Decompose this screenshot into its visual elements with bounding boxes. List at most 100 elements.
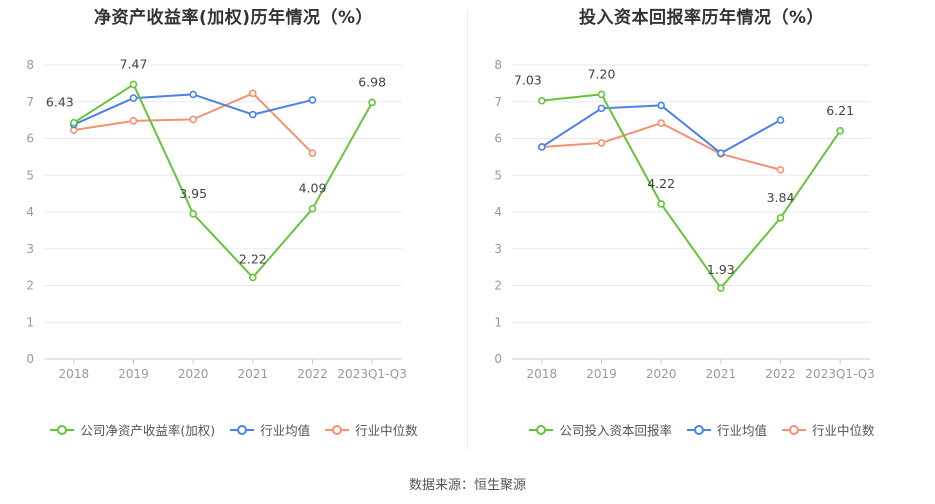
panel-divider — [467, 10, 468, 450]
data-point — [538, 96, 546, 105]
data-label: 3.84 — [767, 190, 795, 205]
data-point — [597, 90, 606, 99]
x-tick-label: 2020 — [646, 367, 677, 381]
series-line — [73, 92, 314, 154]
chart-legend: 公司净资产收益率(加权) 行业均值 行业中位数 — [0, 420, 467, 439]
data-point — [308, 149, 317, 157]
series-line — [541, 93, 841, 290]
x-tick-label: 2023Q1-Q3 — [805, 367, 874, 381]
data-label: 7.03 — [514, 73, 542, 88]
data-point — [189, 90, 197, 99]
y-tick-label: 2 — [494, 279, 502, 293]
chart-legend: 公司投入资本回报率 行业均值 行业中位数 — [468, 420, 935, 439]
x-tick-label: 2019 — [118, 367, 149, 381]
data-point — [717, 284, 725, 292]
y-tick-label: 5 — [26, 168, 34, 182]
y-tick-label: 7 — [494, 95, 502, 109]
data-point — [70, 118, 78, 127]
data-label: 3.95 — [179, 186, 207, 201]
data-point — [776, 214, 785, 222]
data-label: 7.20 — [588, 66, 616, 81]
legend-line-marker-icon — [325, 424, 350, 435]
chart-title: 净资产收益率(加权)历年情况（%） — [93, 8, 374, 28]
data-point — [776, 165, 785, 174]
data-point — [717, 149, 725, 157]
legend-line-marker-icon — [529, 424, 554, 435]
legend-label: 行业均值 — [716, 423, 767, 438]
x-tick-label: 2022 — [765, 367, 796, 381]
data-point — [776, 116, 785, 124]
data-label: 4.09 — [299, 181, 327, 196]
y-tick-label: 6 — [26, 132, 34, 146]
legend-label: 公司净资产收益率(加权) — [80, 423, 216, 438]
legend-item-industry-median[interactable]: 行业中位数 — [781, 420, 875, 439]
roe-line-chart: 0 1 2 3 4 5 6 7 8 2018 2019 2020 2021 2022 2023Q1-Q3 6.… — [26, 56, 407, 381]
y-tick-label: 3 — [26, 242, 34, 256]
legend-label: 公司投入资本回报率 — [559, 423, 672, 438]
data-point — [657, 101, 665, 110]
x-tick-label: 2020 — [178, 367, 209, 381]
chart-title: 投入资本回报率历年情况（%） — [578, 8, 825, 28]
data-point — [657, 200, 665, 208]
data-point — [129, 80, 138, 89]
data-label: 6.21 — [826, 103, 854, 118]
series-line — [73, 83, 374, 279]
x-tick-label: 2018 — [527, 367, 558, 381]
data-point — [249, 110, 257, 119]
legend-label: 行业中位数 — [812, 423, 875, 438]
x-tick-label: 2022 — [297, 367, 328, 381]
data-label: 6.98 — [358, 74, 386, 89]
data-point — [189, 210, 197, 218]
data-point — [597, 104, 606, 113]
data-point — [538, 143, 546, 151]
series-line — [541, 104, 781, 155]
legend-label: 行业中位数 — [355, 423, 418, 438]
legend-item-industry-avg[interactable]: 行业均值 — [686, 420, 767, 439]
legend-line-marker-icon — [782, 424, 806, 435]
x-tick-label: 2023Q1-Q3 — [337, 367, 406, 381]
data-label: 7.47 — [120, 56, 148, 71]
y-tick-label: 7 — [26, 95, 34, 109]
y-tick-label: 0 — [494, 352, 502, 366]
y-tick-label: 8 — [494, 58, 502, 72]
y-tick-label: 6 — [494, 132, 502, 146]
y-tick-label: 1 — [494, 315, 502, 329]
roic-chart-panel: 投入资本回报率历年情况（%） 0 1 2 3 4 5 6 7 8 2018 2019 2020 2021… — [468, 0, 935, 460]
x-tick-label: 2019 — [586, 367, 617, 381]
legend-label: 行业均值 — [260, 423, 311, 438]
data-point — [249, 273, 257, 282]
y-tick-label: 8 — [26, 58, 34, 72]
legend-line-marker-icon — [50, 424, 75, 435]
y-tick-label: 0 — [26, 352, 34, 366]
x-tick-label: 2021 — [238, 367, 269, 381]
legend-item-industry-median[interactable]: 行业中位数 — [324, 420, 418, 439]
data-point — [597, 139, 606, 147]
legend-item-company[interactable]: 公司投入资本回报率 — [528, 420, 672, 439]
y-tick-label: 3 — [494, 242, 502, 256]
data-point — [368, 98, 376, 107]
data-point — [836, 126, 844, 135]
data-point — [249, 89, 257, 98]
series-line — [541, 122, 781, 171]
data-label: 6.43 — [46, 95, 74, 110]
legend-line-marker-icon — [230, 424, 255, 435]
data-label: 1.93 — [707, 262, 735, 277]
legend-item-company[interactable]: 公司净资产收益率(加权) — [49, 420, 215, 439]
y-tick-label: 4 — [26, 205, 34, 219]
legend-item-industry-avg[interactable]: 行业均值 — [229, 420, 310, 439]
data-source-note: 数据来源：恒生聚源 — [408, 478, 526, 493]
y-tick-label: 4 — [494, 205, 502, 219]
data-point — [129, 94, 138, 102]
data-point — [308, 204, 317, 213]
roe-chart-panel: 净资产收益率(加权)历年情况（%） 0 1 2 3 4 5 6 7 8 2018 2019 2020 2… — [0, 0, 467, 460]
x-tick-label: 2018 — [59, 367, 90, 381]
data-label: 4.22 — [647, 176, 675, 191]
data-point — [189, 115, 197, 124]
y-tick-label: 1 — [26, 315, 34, 329]
x-tick-label: 2021 — [706, 367, 737, 381]
roic-line-chart: 0 1 2 3 4 5 6 7 8 2018 2019 2020 2021 2022 2023Q1-Q3 7.… — [494, 58, 875, 381]
data-label: 2.22 — [239, 251, 267, 266]
data-point — [129, 117, 138, 125]
data-point — [308, 96, 317, 104]
y-tick-label: 5 — [494, 168, 502, 182]
